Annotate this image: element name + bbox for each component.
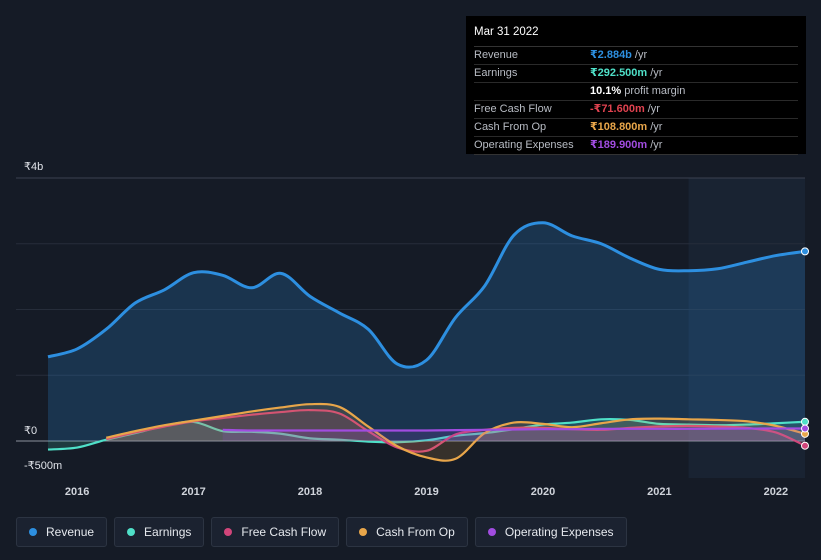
- legend-item-earnings[interactable]: Earnings: [114, 517, 205, 547]
- tooltip-value: ₹108.800m: [590, 121, 648, 133]
- revenue-line: [47, 221, 806, 369]
- tooltip-label: Free Cash Flow: [474, 103, 552, 115]
- legend-label: Revenue: [46, 525, 95, 539]
- tooltip-row: Revenue ₹2.884b/yr: [474, 47, 798, 65]
- legend-dot-icon: [359, 528, 368, 536]
- legend-item-cash-from-op[interactable]: Cash From Op: [346, 517, 468, 547]
- legend-item-revenue[interactable]: Revenue: [16, 517, 108, 547]
- legend-label: Cash From Op: [376, 525, 455, 539]
- series-layer: [47, 221, 806, 462]
- operating-expenses-area: [222, 428, 805, 441]
- chart-canvas: ₹4b ₹0 -₹500m 2016 2017 2018 2019 2020 2021 20…: [16, 161, 809, 498]
- x-tick-label: 2019: [414, 486, 438, 498]
- tooltip-value: ₹292.500m: [590, 67, 648, 79]
- legend-label: Free Cash Flow: [241, 525, 327, 539]
- tooltip-unit: /yr: [650, 121, 663, 133]
- x-axis-ticks: 2016 2017 2018 2019 2020 2021 2022: [65, 486, 788, 498]
- tooltip-value: -₹71.600m: [590, 103, 645, 115]
- tooltip-date: Mar 31 2022: [474, 24, 798, 47]
- legend: Revenue Earnings Free Cash Flow Cash From O…: [16, 517, 627, 547]
- tooltip-unit: /yr: [634, 49, 648, 61]
- tooltip-value: 10.1%: [590, 85, 622, 97]
- legend-dot-icon: [127, 528, 136, 536]
- tooltip: Mar 31 2022 Revenue ₹2.884b/yr Earnings ₹29…: [466, 16, 806, 155]
- tooltip-label: Earnings: [474, 67, 518, 79]
- tooltip-unit: /yr: [647, 103, 660, 115]
- cash-from-op-line: [105, 402, 806, 462]
- x-tick-label: 2022: [764, 486, 788, 498]
- tooltip-label: [474, 83, 590, 100]
- endpoint-markers: [801, 247, 809, 450]
- tooltip-label: Revenue: [474, 49, 519, 61]
- cash-from-op-area: [106, 403, 805, 461]
- legend-dot-icon: [224, 528, 233, 536]
- x-tick-label: 2016: [65, 486, 89, 498]
- y-label-zero: ₹0: [24, 425, 37, 437]
- y-label-top: ₹4b: [24, 161, 43, 173]
- tooltip-unit: /yr: [650, 139, 663, 151]
- operating-expenses-line: [222, 427, 806, 432]
- x-tick-label: 2020: [531, 486, 555, 498]
- tooltip-row: Cash From Op ₹108.800m/yr: [474, 119, 798, 137]
- tooltip-value: ₹189.900m: [590, 139, 648, 151]
- legend-label: Operating Expenses: [504, 525, 614, 539]
- legend-item-operating-expenses[interactable]: Operating Expenses: [474, 517, 627, 547]
- x-tick-label: 2017: [181, 486, 205, 498]
- tooltip-unit: /yr: [650, 67, 663, 79]
- legend-item-free-cash-flow[interactable]: Free Cash Flow: [211, 517, 340, 547]
- free-cash-flow-area: [106, 410, 805, 452]
- tooltip-row: Free Cash Flow -₹71.600m/yr: [474, 101, 798, 119]
- earnings-endpoint: [801, 417, 809, 426]
- legend-dot-icon: [29, 528, 37, 536]
- x-tick-label: 2018: [298, 486, 322, 498]
- gridlines: [16, 177, 805, 442]
- tooltip-row: Earnings ₹292.500m/yr: [474, 65, 798, 83]
- tooltip-label: Operating Expenses: [474, 139, 574, 151]
- revenue-endpoint: [801, 247, 809, 256]
- y-label-bottom: -₹500m: [24, 460, 62, 472]
- tooltip-row: Operating Expenses ₹189.900m/yr: [474, 137, 798, 155]
- legend-label: Earnings: [144, 525, 192, 539]
- revenue-area: [48, 222, 805, 441]
- operating-expenses-endpoint: [801, 424, 809, 433]
- free-cash-flow-endpoint: [801, 441, 809, 450]
- tooltip-unit: profit margin: [624, 85, 686, 97]
- x-tick-label: 2021: [647, 486, 671, 498]
- earnings-area: [48, 419, 805, 450]
- free-cash-flow-line: [105, 408, 806, 453]
- tooltip-label: Cash From Op: [474, 121, 547, 133]
- tooltip-value: ₹2.884b: [590, 49, 632, 61]
- tooltip-row: 10.1% profit margin: [474, 83, 798, 101]
- legend-dot-icon: [487, 528, 496, 536]
